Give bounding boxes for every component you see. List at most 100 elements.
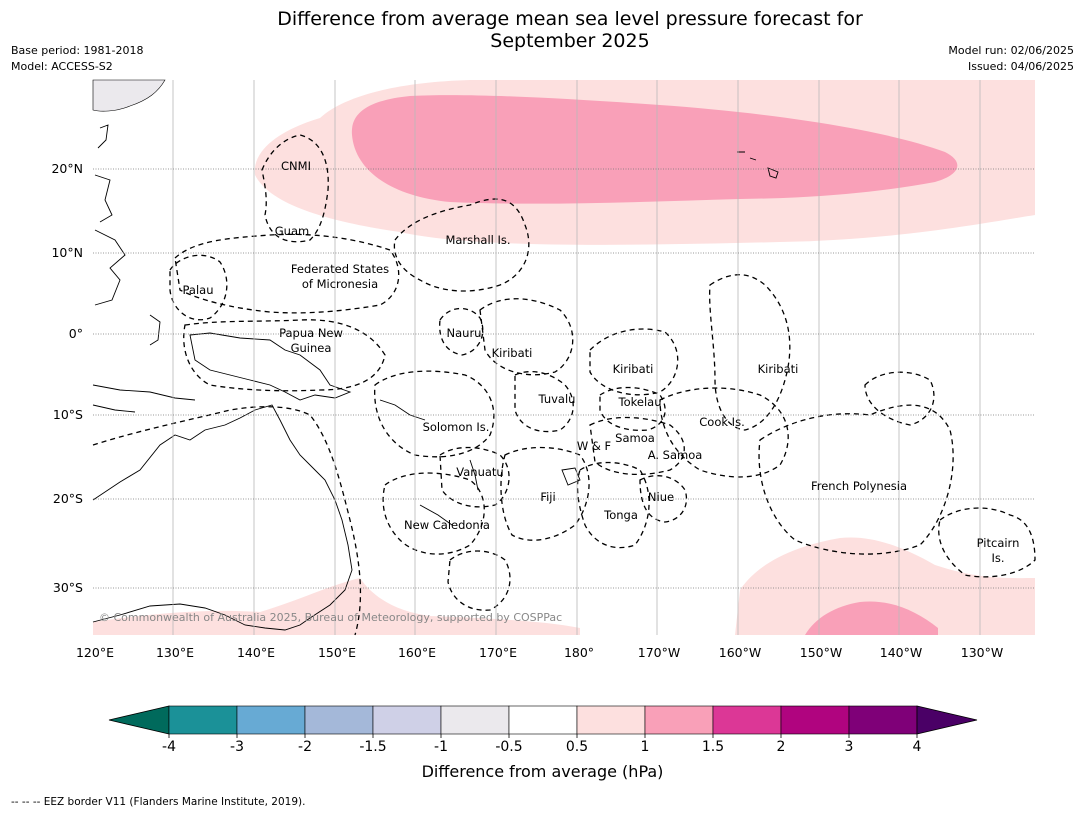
colorbar-segment <box>508 705 578 735</box>
anomaly-pink-north <box>351 95 958 204</box>
lon-tick-label: 170°E <box>479 645 517 660</box>
label-niue: Niue <box>648 490 674 504</box>
colorbar-tick-label: 3 <box>845 739 854 755</box>
model-run: Model run: 02/06/2025 <box>948 44 1074 57</box>
label-cook: Cook Is. <box>699 415 744 429</box>
eez-niue <box>639 475 688 523</box>
title-line2: September 2025 <box>490 30 650 52</box>
copyright-notice: © Commonwealth of Australia 2025, Bureau… <box>99 611 562 624</box>
base-period: Base period: 1981-2018 <box>11 44 144 57</box>
eez-tokelau <box>599 386 666 431</box>
colorbar-segment <box>780 705 850 735</box>
lon-tick-label: 130°W <box>961 645 1003 660</box>
eez-kiribati-west <box>479 298 574 376</box>
label-pitcairn-1: Pitcairn <box>977 536 1020 550</box>
lon-tick-label: 160°W <box>719 645 761 660</box>
eez-australia <box>92 406 362 636</box>
label-marshall: Marshall Is. <box>445 233 510 247</box>
eez-marshall <box>393 198 530 292</box>
eez-borders <box>92 134 1036 636</box>
eez-palau <box>169 254 228 321</box>
eez-cnmi-guam <box>261 134 329 243</box>
issued-date: Issued: 04/06/2025 <box>967 60 1074 73</box>
colorbar-tick-label: -2 <box>298 739 312 755</box>
colorbar-tick-label: 2 <box>777 739 786 755</box>
label-tuvalu: Tuvalu <box>538 392 576 406</box>
eez-fiji <box>500 446 590 541</box>
label-kiribati-west: Kiribati <box>492 346 533 360</box>
lat-tick-label: 20°S <box>53 491 83 506</box>
colorbar-tick-label: -1 <box>434 739 448 755</box>
colorbar-segment <box>372 705 442 735</box>
label-pitcairn-2: Is. <box>991 551 1004 565</box>
lon-tick-label: 160°E <box>398 645 436 660</box>
colorbar-segment <box>440 705 510 735</box>
lon-tick-label: 130°E <box>156 645 194 660</box>
eez-tuvalu <box>514 371 574 433</box>
colorbar-extend-high <box>916 705 978 735</box>
coast-new-caledonia <box>419 504 453 526</box>
eez-kiribati-east <box>709 274 791 431</box>
colorbar-tick-labels: -4 -3 -2 -1.5 -1 -0.5 0.5 1 1.5 2 3 4 <box>162 734 922 755</box>
coast-solomon <box>379 399 426 421</box>
label-kiribati-central: Kiribati <box>613 362 654 376</box>
label-solomon: Solomon Is. <box>423 420 490 434</box>
eez-samoa-wf <box>589 416 685 476</box>
colorbar-extend-low <box>108 705 170 735</box>
colorbar-tick-label: -3 <box>230 739 244 755</box>
map-area: CNMI Guam Marshall Is. Palau Federated S… <box>92 79 1036 636</box>
anomaly-light-pink-south-east <box>735 537 1035 635</box>
lat-tick-label: 30°S <box>53 580 83 595</box>
latitude-tick-labels: 20°N 10°N 0° 10°S 20°S 30°S <box>51 161 83 595</box>
label-kiribati-east: Kiribati <box>758 362 799 376</box>
label-new-caledonia: New Caledonia <box>404 518 490 532</box>
lon-tick-label: 170°W <box>638 645 680 660</box>
eez-footnote: -- -- -- EEZ border V11 (Flanders Marine… <box>11 796 306 808</box>
colorbar-tick-label: -4 <box>162 739 176 755</box>
longitude-tick-labels: 120°E 130°E 140°E 150°E 160°E 170°E 180° 170°W 1… <box>76 645 1003 660</box>
colorbar-title: Difference from average (hPa) <box>421 762 664 781</box>
lat-tick-label: 20°N <box>51 161 83 176</box>
colorbar-segment <box>168 705 238 735</box>
label-png-2: Guinea <box>291 341 332 355</box>
land-asia-corner <box>92 79 166 112</box>
colorbar-segment <box>848 705 918 735</box>
lon-tick-label: 150°E <box>318 645 356 660</box>
coast-indonesia <box>92 314 196 413</box>
place-labels: CNMI Guam Marshall Is. Palau Federated S… <box>183 159 1020 565</box>
label-samoa: Samoa <box>615 431 655 445</box>
colorbar-segment <box>304 705 374 735</box>
eez-cook <box>659 387 789 478</box>
title-line1: Difference from average mean sea level p… <box>277 8 863 30</box>
anomaly-light-pink-south-west <box>93 578 580 635</box>
colorbar-segment <box>712 705 782 735</box>
label-fiji: Fiji <box>540 490 555 504</box>
colorbar-tick-label: 1 <box>641 739 650 755</box>
eez-micronesia <box>174 233 400 314</box>
label-french-polynesia: French Polynesia <box>811 479 907 493</box>
colorbar-tick-label: 1.5 <box>702 739 724 755</box>
eez-kermadec <box>447 550 511 611</box>
lat-tick-label: 0° <box>69 326 83 341</box>
colorbar-tick-label: -1.5 <box>359 739 386 755</box>
anomaly-pink-south-east <box>805 601 938 635</box>
eez-vanuatu <box>439 446 510 508</box>
label-nauru: Nauru <box>447 326 482 340</box>
lon-tick-label: 150°W <box>800 645 842 660</box>
model-name: Model: ACCESS-S2 <box>11 60 113 73</box>
colorbar-segment <box>644 705 714 735</box>
lon-tick-label: 140°E <box>237 645 275 660</box>
label-vanuatu: Vanuatu <box>456 465 503 479</box>
chart-title: Difference from average mean sea level p… <box>0 8 1085 52</box>
label-guam: Guam <box>275 224 309 238</box>
coast-fiji <box>561 467 581 486</box>
label-fsm-2: of Micronesia <box>302 277 378 291</box>
lat-tick-label: 10°S <box>53 407 83 422</box>
lon-tick-label: 180° <box>564 645 594 660</box>
eez-solomon <box>374 370 495 458</box>
eez-kiribati-central <box>589 328 679 396</box>
graticule <box>93 80 1035 635</box>
lat-tick-label: 10°N <box>51 245 83 260</box>
label-american-samoa: A. Samoa <box>648 448 703 462</box>
